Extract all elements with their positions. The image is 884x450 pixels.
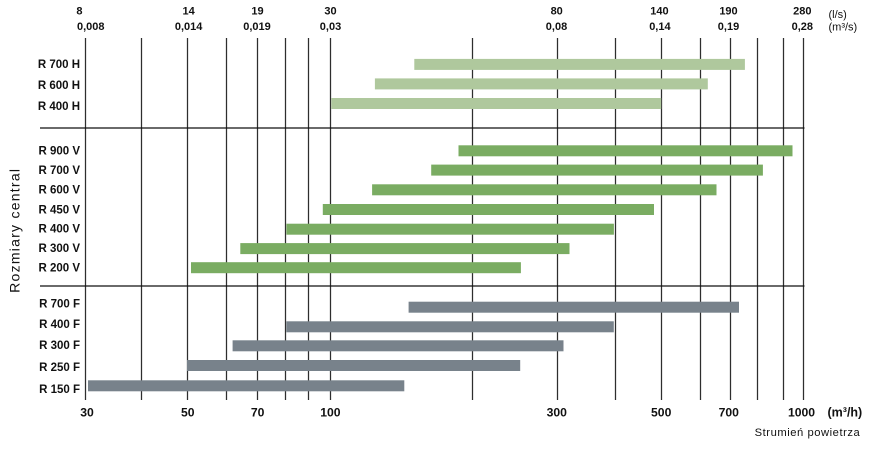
svg-text:R 600 V: R 600 V <box>38 185 80 197</box>
svg-text:19: 19 <box>251 6 263 18</box>
svg-text:R 900 V: R 900 V <box>38 146 80 158</box>
svg-text:R 400 H: R 400 H <box>38 101 80 113</box>
svg-text:R 450 V: R 450 V <box>38 204 80 216</box>
svg-text:280: 280 <box>793 6 811 18</box>
svg-text:R 700 F: R 700 F <box>39 298 80 310</box>
svg-text:R 200 V: R 200 V <box>38 262 80 274</box>
svg-text:Rozmiary central: Rozmiary central <box>7 168 23 293</box>
svg-text:0,008: 0,008 <box>77 21 105 33</box>
svg-text:0,14: 0,14 <box>649 21 671 33</box>
svg-text:R 250 F: R 250 F <box>39 362 80 374</box>
svg-text:R 700 V: R 700 V <box>38 165 80 177</box>
svg-text:8: 8 <box>76 6 82 18</box>
svg-text:14: 14 <box>182 6 195 18</box>
svg-text:190: 190 <box>719 6 737 18</box>
svg-text:1000: 1000 <box>788 406 815 420</box>
svg-text:0,019: 0,019 <box>243 21 271 33</box>
svg-text:(m³/h): (m³/h) <box>828 406 863 420</box>
svg-text:80: 80 <box>551 6 563 18</box>
svg-text:R 300 F: R 300 F <box>39 340 80 352</box>
svg-text:140: 140 <box>650 6 668 18</box>
svg-text:0,28: 0,28 <box>792 21 813 33</box>
svg-text:0,19: 0,19 <box>718 21 739 33</box>
svg-text:30: 30 <box>80 406 94 420</box>
svg-text:700: 700 <box>719 406 740 420</box>
svg-text:R 400 F: R 400 F <box>39 319 80 331</box>
svg-text:30: 30 <box>324 6 336 18</box>
svg-text:R 300 V: R 300 V <box>38 243 80 255</box>
svg-text:50: 50 <box>181 406 195 420</box>
svg-text:0,03: 0,03 <box>320 21 341 33</box>
svg-text:70: 70 <box>251 406 265 420</box>
svg-text:0,08: 0,08 <box>546 21 567 33</box>
svg-text:R 400 V: R 400 V <box>38 224 80 236</box>
svg-text:R 150 F: R 150 F <box>39 384 80 396</box>
svg-text:R 700 H: R 700 H <box>38 59 80 71</box>
svg-text:R 600 H: R 600 H <box>38 80 80 92</box>
svg-text:(l/s): (l/s) <box>829 9 847 21</box>
svg-text:300: 300 <box>547 406 568 420</box>
svg-text:100: 100 <box>320 406 341 420</box>
svg-text:(m³/s): (m³/s) <box>829 21 858 33</box>
svg-text:0,014: 0,014 <box>175 21 203 33</box>
svg-text:500: 500 <box>651 406 672 420</box>
svg-text:Strumień powietrza: Strumień powietrza <box>755 427 861 439</box>
